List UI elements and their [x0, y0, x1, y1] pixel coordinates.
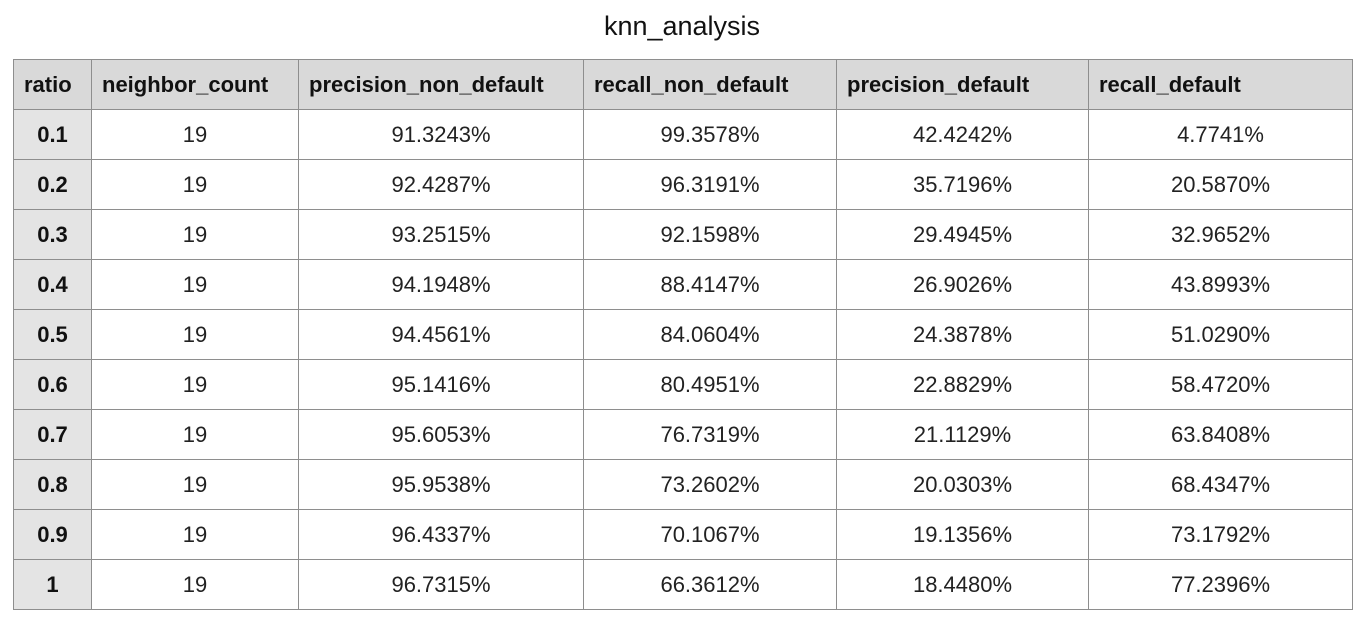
header-row: ratio neighbor_count precision_non_defau…	[13, 59, 1353, 110]
column-header-recall-non-default: recall_non_default	[583, 59, 837, 110]
cell-neighbor-count: 19	[91, 359, 299, 410]
column-header-ratio: ratio	[13, 59, 92, 110]
cell-precision-default: 18.4480%	[836, 559, 1089, 610]
cell-neighbor-count: 19	[91, 309, 299, 360]
cell-recall-non-default: 99.3578%	[583, 109, 837, 160]
cell-precision-non-default: 94.1948%	[298, 259, 584, 310]
cell-precision-non-default: 95.6053%	[298, 409, 584, 460]
cell-recall-non-default: 76.7319%	[583, 409, 837, 460]
knn-analysis-table: ratio neighbor_count precision_non_defau…	[13, 59, 1353, 610]
cell-recall-default: 63.8408%	[1088, 409, 1353, 460]
cell-neighbor-count: 19	[91, 409, 299, 460]
table-row: 1 19 96.7315% 66.3612% 18.4480% 77.2396%	[13, 559, 1353, 610]
cell-ratio: 0.3	[13, 209, 92, 260]
table-row: 0.8 19 95.9538% 73.2602% 20.0303% 68.4347%	[13, 459, 1353, 510]
cell-precision-default: 21.1129%	[836, 409, 1089, 460]
cell-ratio: 0.4	[13, 259, 92, 310]
cell-precision-default: 22.8829%	[836, 359, 1089, 410]
cell-ratio: 0.2	[13, 159, 92, 210]
cell-precision-default: 24.3878%	[836, 309, 1089, 360]
column-header-precision-non-default: precision_non_default	[298, 59, 584, 110]
cell-recall-default: 51.0290%	[1088, 309, 1353, 360]
cell-precision-non-default: 93.2515%	[298, 209, 584, 260]
cell-neighbor-count: 19	[91, 159, 299, 210]
cell-recall-non-default: 66.3612%	[583, 559, 837, 610]
cell-neighbor-count: 19	[91, 259, 299, 310]
cell-precision-default: 26.9026%	[836, 259, 1089, 310]
cell-recall-default: 58.4720%	[1088, 359, 1353, 410]
table-row: 0.9 19 96.4337% 70.1067% 19.1356% 73.1792%	[13, 509, 1353, 560]
cell-precision-non-default: 95.1416%	[298, 359, 584, 410]
cell-neighbor-count: 19	[91, 559, 299, 610]
cell-neighbor-count: 19	[91, 459, 299, 510]
table-row: 0.3 19 93.2515% 92.1598% 29.4945% 32.9652%	[13, 209, 1353, 260]
column-header-neighbor-count: neighbor_count	[91, 59, 299, 110]
cell-recall-default: 4.7741%	[1088, 109, 1353, 160]
cell-precision-default: 20.0303%	[836, 459, 1089, 510]
cell-precision-non-default: 96.7315%	[298, 559, 584, 610]
cell-neighbor-count: 19	[91, 209, 299, 260]
cell-ratio: 0.6	[13, 359, 92, 410]
cell-precision-default: 19.1356%	[836, 509, 1089, 560]
cell-neighbor-count: 19	[91, 109, 299, 160]
cell-precision-default: 42.4242%	[836, 109, 1089, 160]
cell-recall-default: 68.4347%	[1088, 459, 1353, 510]
cell-ratio: 0.5	[13, 309, 92, 360]
cell-neighbor-count: 19	[91, 509, 299, 560]
cell-precision-non-default: 96.4337%	[298, 509, 584, 560]
cell-precision-non-default: 91.3243%	[298, 109, 584, 160]
table-row: 0.1 19 91.3243% 99.3578% 42.4242% 4.7741%	[13, 109, 1353, 160]
table-body: 0.1 19 91.3243% 99.3578% 42.4242% 4.7741% 0.2 1…	[13, 109, 1353, 610]
cell-recall-non-default: 73.2602%	[583, 459, 837, 510]
cell-ratio: 0.7	[13, 409, 92, 460]
cell-recall-default: 20.5870%	[1088, 159, 1353, 210]
table-row: 0.5 19 94.4561% 84.0604% 24.3878% 51.0290%	[13, 309, 1353, 360]
table-title: knn_analysis	[603, 11, 761, 41]
cell-recall-non-default: 80.4951%	[583, 359, 837, 410]
table-row: 0.2 19 92.4287% 96.3191% 35.7196% 20.5870%	[13, 159, 1353, 210]
cell-ratio: 0.1	[13, 109, 92, 160]
cell-recall-non-default: 84.0604%	[583, 309, 837, 360]
cell-precision-non-default: 94.4561%	[298, 309, 584, 360]
cell-recall-default: 77.2396%	[1088, 559, 1353, 610]
cell-recall-default: 73.1792%	[1088, 509, 1353, 560]
column-header-recall-default: recall_default	[1088, 59, 1353, 110]
table-row: 0.7 19 95.6053% 76.7319% 21.1129% 63.8408%	[13, 409, 1353, 460]
cell-ratio: 0.8	[13, 459, 92, 510]
cell-precision-non-default: 92.4287%	[298, 159, 584, 210]
table-header: ratio neighbor_count precision_non_defau…	[13, 59, 1353, 110]
cell-recall-default: 43.8993%	[1088, 259, 1353, 310]
cell-ratio: 1	[13, 559, 92, 610]
cell-precision-non-default: 95.9538%	[298, 459, 584, 510]
column-header-precision-default: precision_default	[836, 59, 1089, 110]
table-row: 0.4 19 94.1948% 88.4147% 26.9026% 43.8993%	[13, 259, 1353, 310]
table-row: 0.6 19 95.1416% 80.4951% 22.8829% 58.4720%	[13, 359, 1353, 410]
cell-recall-non-default: 96.3191%	[583, 159, 837, 210]
cell-recall-non-default: 70.1067%	[583, 509, 837, 560]
cell-precision-default: 35.7196%	[836, 159, 1089, 210]
cell-recall-default: 32.9652%	[1088, 209, 1353, 260]
cell-recall-non-default: 92.1598%	[583, 209, 837, 260]
cell-recall-non-default: 88.4147%	[583, 259, 837, 310]
cell-ratio: 0.9	[13, 509, 92, 560]
cell-precision-default: 29.4945%	[836, 209, 1089, 260]
